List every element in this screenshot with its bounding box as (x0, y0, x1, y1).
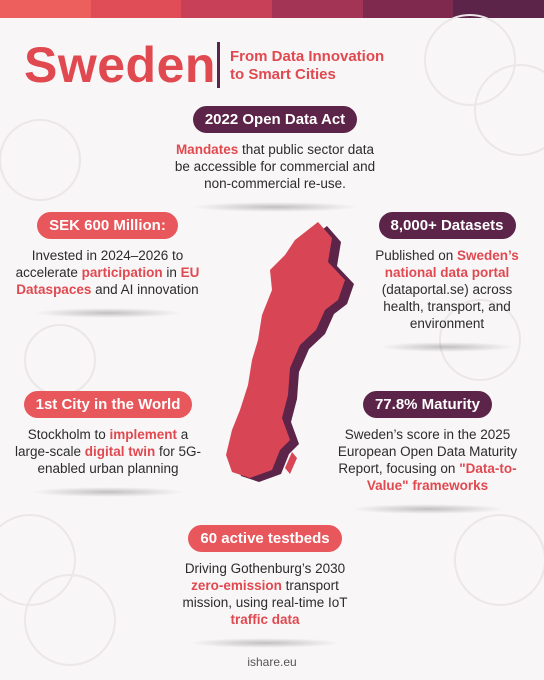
body-text: that public sector data be accessible fo… (174, 142, 376, 191)
card-body: Invested in 2024–2026 to accelerate part… (15, 247, 200, 298)
body-text: Driving Gothenburg’s 2030 (184, 561, 346, 576)
highlight-text: traffic data (230, 612, 300, 627)
card-heading: 60 active testbeds (188, 525, 342, 552)
highlight-text: Sweden’s national data portal (384, 248, 519, 280)
card-shadow (349, 504, 506, 514)
card-heading: SEK 600 Million: (37, 212, 178, 239)
card-shadow (33, 308, 182, 318)
subtitle-line: From Data Innovation (230, 48, 385, 65)
highlight-text: zero-emission (191, 578, 282, 593)
card-body: Sweden’s score in the 2025 European Open… (330, 426, 525, 494)
card: 8,000+ Datasets Published on Sweden’s nat… (362, 212, 532, 352)
body-text: in (162, 265, 181, 280)
body-text: Stockholm to (27, 427, 110, 442)
body-text: Invested in 2024–2026 to accelerate (15, 248, 184, 280)
card: 60 active testbeds Driving Gothenburg’s 2… (170, 525, 360, 648)
card: SEK 600 Million: Invested in 2024–2026 to… (15, 212, 200, 318)
card: 1st City in the World Stockholm to implem… (12, 391, 204, 497)
card: 77.8% Maturity Sweden’s score in the 2025… (330, 391, 525, 514)
title: Sweden (24, 37, 216, 93)
body-text: (dataportal.se) across health, transport… (381, 282, 513, 331)
card-shadow (189, 638, 341, 648)
card-heading: 2022 Open Data Act (192, 106, 358, 133)
highlight-text: Mandates (175, 142, 239, 157)
highlight-text: implement (109, 427, 178, 442)
body-text: transport mission, using real-time IoT (182, 578, 348, 610)
body-text: Sweden’s score in the 2025 European Open… (337, 427, 518, 476)
body-text: a large-scale (14, 427, 189, 459)
card-shadow (191, 202, 359, 212)
highlight-text: "Data-to-Value" frameworks (366, 461, 517, 493)
card-heading: 1st City in the World (23, 391, 193, 418)
highlight-text: EU Dataspaces (16, 265, 200, 297)
card-body: Stockholm to implement a large-scale dig… (12, 426, 204, 477)
card-body: Driving Gothenburg’s 2030 zero-emission … (170, 560, 360, 628)
subtitle: From Data Innovation to Smart Cities (230, 48, 384, 84)
body-text: for 5G-enabled urban planning (37, 444, 202, 476)
body-text: and AI innovation (91, 282, 199, 297)
card-body: Mandates that public sector data be acce… (170, 141, 380, 192)
footer: ishare.eu (247, 655, 297, 669)
card-body: Published on Sweden’s national data port… (362, 247, 532, 332)
highlight-text: participation (81, 265, 163, 280)
subtitle-line: to Smart Cities (230, 66, 336, 83)
body-text: Published on (375, 248, 458, 263)
card-heading: 77.8% Maturity (362, 391, 493, 418)
card-shadow (379, 342, 515, 352)
card-shadow (31, 487, 185, 497)
highlight-text: digital twin (84, 444, 156, 459)
card-heading: 8,000+ Datasets (378, 212, 516, 239)
divider (217, 42, 220, 88)
card: 2022 Open Data Act Mandates that public s… (170, 106, 380, 212)
top-bar (0, 0, 544, 18)
